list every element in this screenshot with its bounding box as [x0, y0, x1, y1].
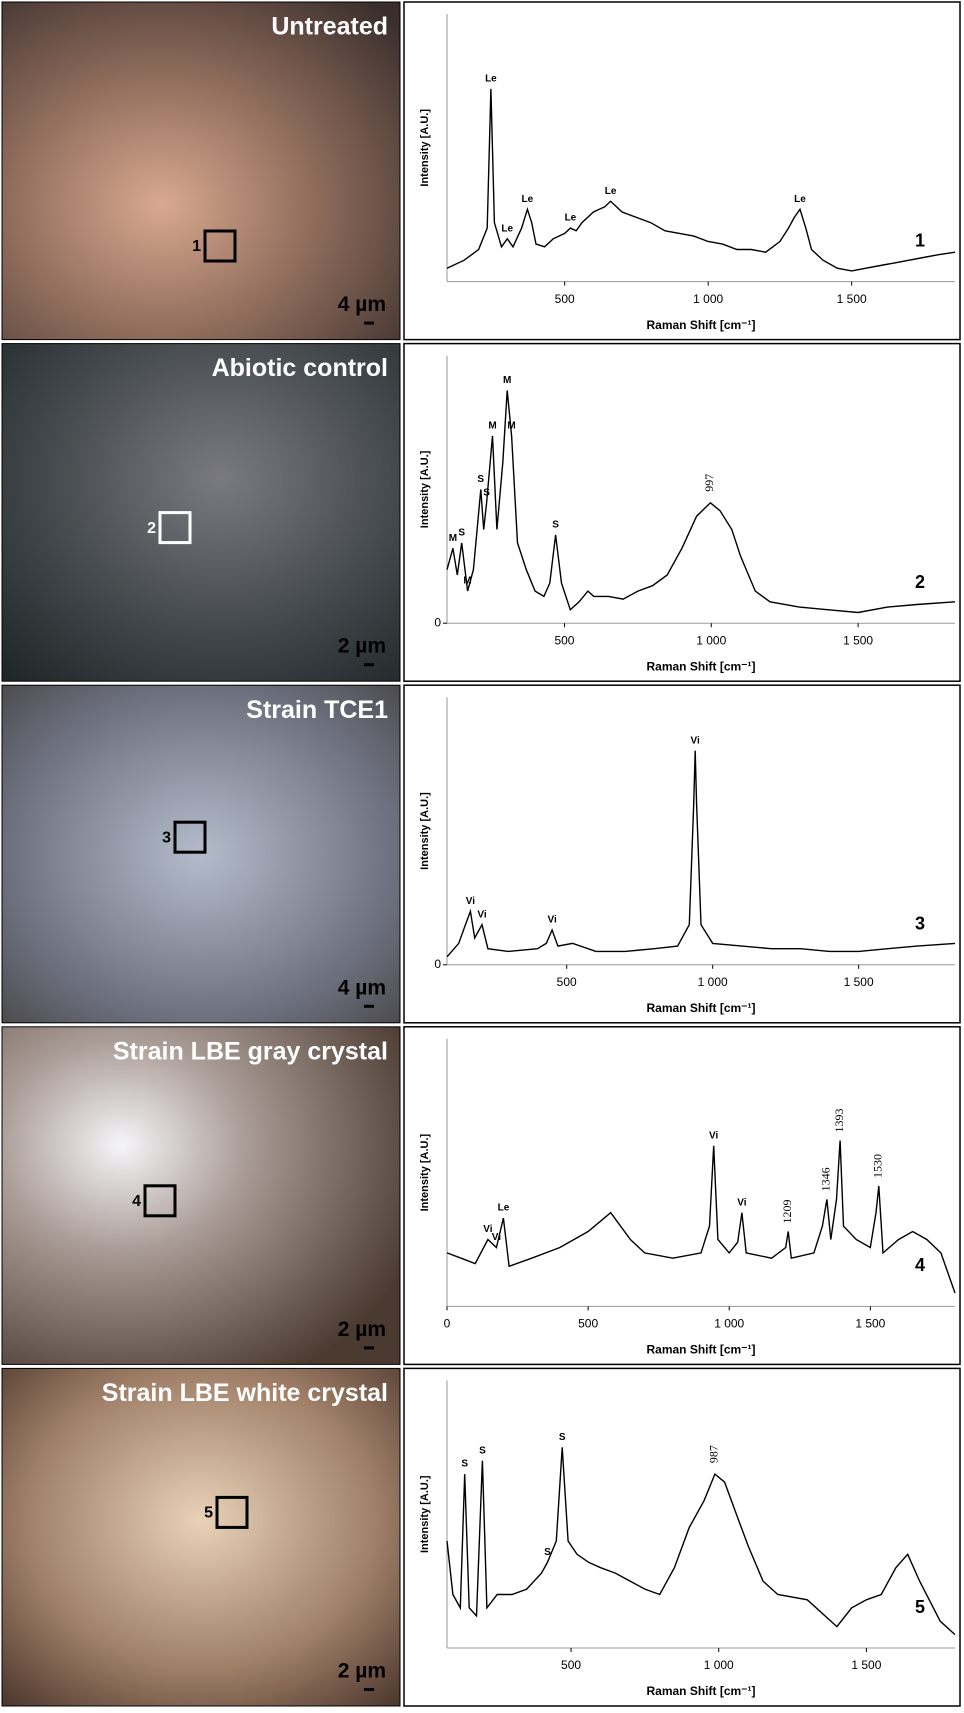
y-axis-label: Intensity [A.U.]: [419, 1133, 431, 1211]
y-axis-label: Intensity [A.U.]: [419, 792, 431, 870]
photo-title: Untreated: [271, 13, 388, 41]
x-tick-label: 1 500: [851, 1658, 881, 1672]
x-tick-label: 500: [554, 633, 574, 647]
peak-annotation: S: [458, 528, 465, 539]
peak-annotation: Vi: [691, 735, 700, 746]
photo-title: Abiotic control: [212, 354, 388, 382]
peak-annotation: S: [461, 1459, 468, 1470]
peak-annotation: 1346: [819, 1167, 833, 1191]
x-tick-label: 1 000: [698, 975, 728, 989]
scale-bar: [364, 322, 374, 325]
panel-number: 2: [915, 572, 925, 592]
peak-annotation: Le: [605, 186, 617, 197]
y-tick-label: 0: [434, 957, 441, 971]
spot-label: 5: [204, 1505, 213, 1522]
scale-bar: [364, 663, 374, 666]
y-axis-label: Intensity [A.U.]: [419, 1475, 431, 1553]
peak-annotation: Vi: [492, 1232, 501, 1243]
micrograph: [2, 344, 400, 682]
micrograph: [2, 1368, 400, 1706]
peak-annotation: 1209: [780, 1199, 794, 1223]
y-tick-label: 0: [434, 615, 441, 629]
peak-annotation: Vi: [547, 915, 556, 926]
peak-annotation: M: [507, 421, 515, 432]
micrograph: [2, 1027, 400, 1365]
peak-annotation: Le: [522, 194, 534, 205]
peak-annotation: Le: [565, 213, 577, 224]
scale-label: 4 µm: [338, 976, 386, 999]
x-axis-label: Raman Shift [cm⁻¹]: [646, 1343, 755, 1357]
peak-annotation: 987: [707, 1445, 721, 1463]
x-tick-label: 500: [561, 1658, 581, 1672]
chart-frame: [404, 344, 960, 682]
panel-number: 1: [915, 230, 925, 250]
peak-annotation: S: [483, 487, 490, 498]
x-tick-label: 1 000: [693, 292, 723, 306]
x-axis-label: Raman Shift [cm⁻¹]: [646, 318, 755, 332]
peak-annotation: Vi: [477, 909, 486, 920]
peak-annotation: S: [477, 474, 484, 485]
spot-label: 3: [162, 829, 171, 846]
peak-annotation: S: [559, 1432, 566, 1443]
scale-bar: [364, 1688, 374, 1691]
chart-frame: [404, 1027, 960, 1365]
x-axis-label: Raman Shift [cm⁻¹]: [646, 1001, 755, 1015]
scale-bar: [364, 1005, 374, 1008]
peak-annotation: Vi: [737, 1197, 746, 1208]
chart-frame: [404, 685, 960, 1023]
chart-frame: [404, 2, 960, 340]
photo-title: Strain LBE gray crystal: [113, 1037, 388, 1065]
photo-title: Strain TCE1: [246, 696, 388, 724]
peak-annotation: Le: [498, 1203, 510, 1214]
photo-title: Strain LBE white crystal: [102, 1379, 388, 1407]
scale-label: 2 µm: [338, 1318, 386, 1341]
peak-annotation: M: [488, 421, 496, 432]
peak-annotation: 1393: [832, 1108, 846, 1132]
spot-label: 4: [132, 1193, 141, 1210]
panel-number: 3: [915, 914, 925, 934]
scale-label: 4 µm: [338, 293, 386, 316]
figure: Untreated 4 µm 1 Abiotic control 2 µm 2 Strain…: [0, 0, 964, 1708]
x-tick-label: 500: [555, 292, 575, 306]
scale-label: 2 µm: [338, 1660, 386, 1683]
x-tick-label: 1 500: [837, 292, 867, 306]
x-axis-label: Raman Shift [cm⁻¹]: [646, 1684, 755, 1698]
peak-annotation: Vi: [709, 1130, 718, 1141]
panel-number: 5: [915, 1597, 925, 1617]
spot-label: 2: [147, 520, 156, 537]
x-axis-label: Raman Shift [cm⁻¹]: [646, 659, 755, 673]
peak-annotation: Le: [485, 74, 497, 85]
peak-annotation: Le: [794, 194, 806, 205]
x-tick-label: 1 000: [704, 1658, 734, 1672]
scale-label: 2 µm: [338, 635, 386, 658]
x-tick-label: 1 500: [855, 1317, 885, 1331]
peak-annotation: S: [552, 520, 559, 531]
x-tick-label: 500: [557, 975, 577, 989]
y-axis-label: Intensity [A.U.]: [419, 109, 431, 187]
x-tick-label: 1 000: [696, 633, 726, 647]
chart-frame: [404, 1368, 960, 1706]
spot-label: 1: [192, 238, 201, 255]
x-tick-label: 1 000: [714, 1317, 744, 1331]
peak-annotation: Le: [501, 223, 513, 234]
peak-annotation: 1530: [871, 1154, 885, 1178]
micrograph: [2, 2, 400, 340]
peak-annotation: M: [503, 375, 511, 386]
peak-annotation: 997: [702, 474, 716, 492]
scale-bar: [364, 1346, 374, 1349]
micrograph: [2, 685, 400, 1023]
x-tick-label: 0: [444, 1317, 451, 1331]
y-axis-label: Intensity [A.U.]: [419, 450, 431, 528]
peak-annotation: M: [449, 533, 457, 544]
x-tick-label: 1 500: [843, 633, 873, 647]
peak-annotation: M: [463, 576, 471, 587]
x-tick-label: 500: [578, 1317, 598, 1331]
panel-number: 4: [915, 1255, 925, 1275]
peak-annotation: Vi: [466, 896, 475, 907]
peak-annotation: S: [479, 1445, 486, 1456]
peak-annotation: S: [544, 1547, 551, 1558]
x-tick-label: 1 500: [844, 975, 874, 989]
